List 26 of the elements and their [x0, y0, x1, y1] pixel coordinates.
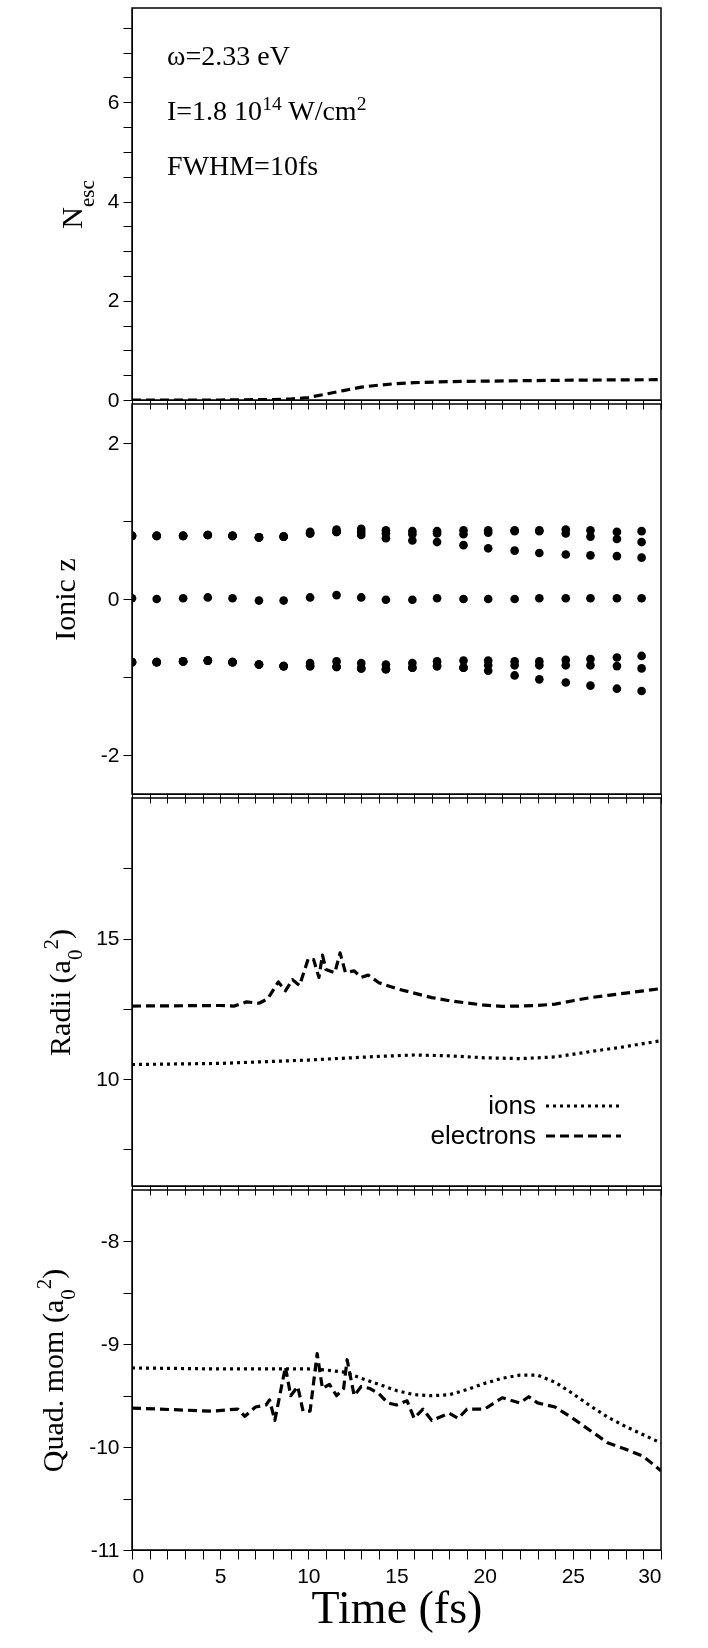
y-tick-label: -9: [100, 1331, 120, 1355]
legend-label: ions: [488, 1090, 536, 1120]
x-tick-label: 20: [473, 1563, 497, 1587]
annotation: FWHM=10fs: [167, 150, 319, 181]
annotation: ω=2.33 eV: [167, 40, 290, 71]
x-tick-label: 15: [385, 1563, 409, 1587]
x-tick-label: 0: [132, 1563, 145, 1587]
y-tick-label: 0: [107, 586, 120, 610]
y-tick-label: 6: [107, 89, 120, 113]
y-tick-label: -8: [100, 1228, 120, 1252]
y-tick-label: 4: [107, 189, 120, 213]
x-tick-label: 10: [297, 1563, 321, 1587]
y-axis-title: Ionic z: [47, 558, 81, 641]
y-tick-label: 10: [96, 1066, 120, 1090]
y-tick-label: -2: [100, 742, 120, 766]
legend-label: electrons: [430, 1120, 536, 1150]
y-tick-label: 2: [107, 288, 120, 312]
y-tick-label: 0: [107, 387, 120, 411]
x-tick-label: 5: [214, 1563, 227, 1587]
y-tick-label: -10: [89, 1434, 120, 1458]
y-tick-label: -11: [90, 1537, 120, 1561]
x-tick-label: 25: [561, 1563, 586, 1587]
x-tick-label: 30: [638, 1563, 662, 1587]
y-tick-label: 15: [96, 926, 120, 950]
annotation: I=1.8 10$^{14}$ W/cm$^{2}$: [167, 92, 367, 126]
y-tick-label: 2: [107, 430, 120, 454]
